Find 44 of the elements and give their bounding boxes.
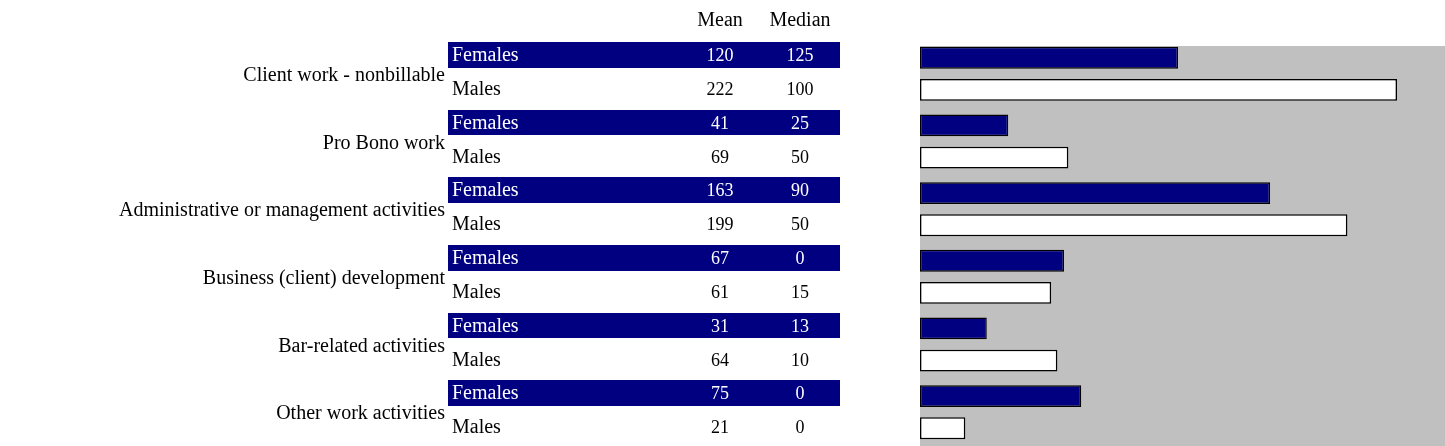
text: 64 [710, 348, 730, 371]
text: 31 [710, 314, 730, 337]
y-tick-label: Administrative or management activities [118, 198, 445, 221]
text: 61 [710, 280, 730, 303]
text: 199 [705, 213, 735, 236]
y-tick-label: Pro Bono work [322, 130, 445, 153]
text: 163 [705, 179, 735, 202]
text: Females [452, 313, 519, 336]
y-tick-label: Bar-related activities [278, 333, 445, 356]
text: 0 [794, 382, 806, 405]
y-tick-label: Client work - nonbillable [243, 62, 445, 85]
text: Males [452, 415, 501, 438]
text: Males [452, 144, 501, 167]
text: 0 [794, 416, 806, 439]
text: 90 [790, 179, 810, 202]
text: 15 [790, 280, 810, 303]
text: 75 [710, 382, 730, 405]
text: Males [452, 76, 501, 99]
text: Females [452, 110, 519, 133]
text: 100 [785, 77, 815, 100]
text: Females [452, 178, 519, 201]
text: 120 [705, 44, 735, 66]
text: 0 [794, 247, 806, 269]
text: Males [452, 212, 501, 235]
text: 50 [790, 213, 810, 236]
text: 50 [790, 145, 810, 168]
text: Females [452, 246, 519, 268]
text: Mean [696, 8, 744, 30]
y-tick-label: Other work activities [276, 401, 445, 424]
text: 69 [710, 145, 730, 168]
text: 10 [790, 348, 810, 371]
text: 21 [710, 416, 730, 439]
text: 25 [790, 111, 810, 134]
text: 125 [785, 44, 815, 66]
text: Females [452, 43, 519, 65]
text: Females [452, 381, 519, 404]
text: 41 [710, 111, 730, 134]
text: 13 [790, 314, 810, 337]
y-tick-label: Business (client) development [202, 265, 445, 288]
text: 67 [710, 247, 730, 269]
text: Males [452, 347, 501, 370]
text: Males [452, 279, 501, 302]
text: Median [768, 8, 832, 30]
text: 222 [705, 77, 735, 100]
